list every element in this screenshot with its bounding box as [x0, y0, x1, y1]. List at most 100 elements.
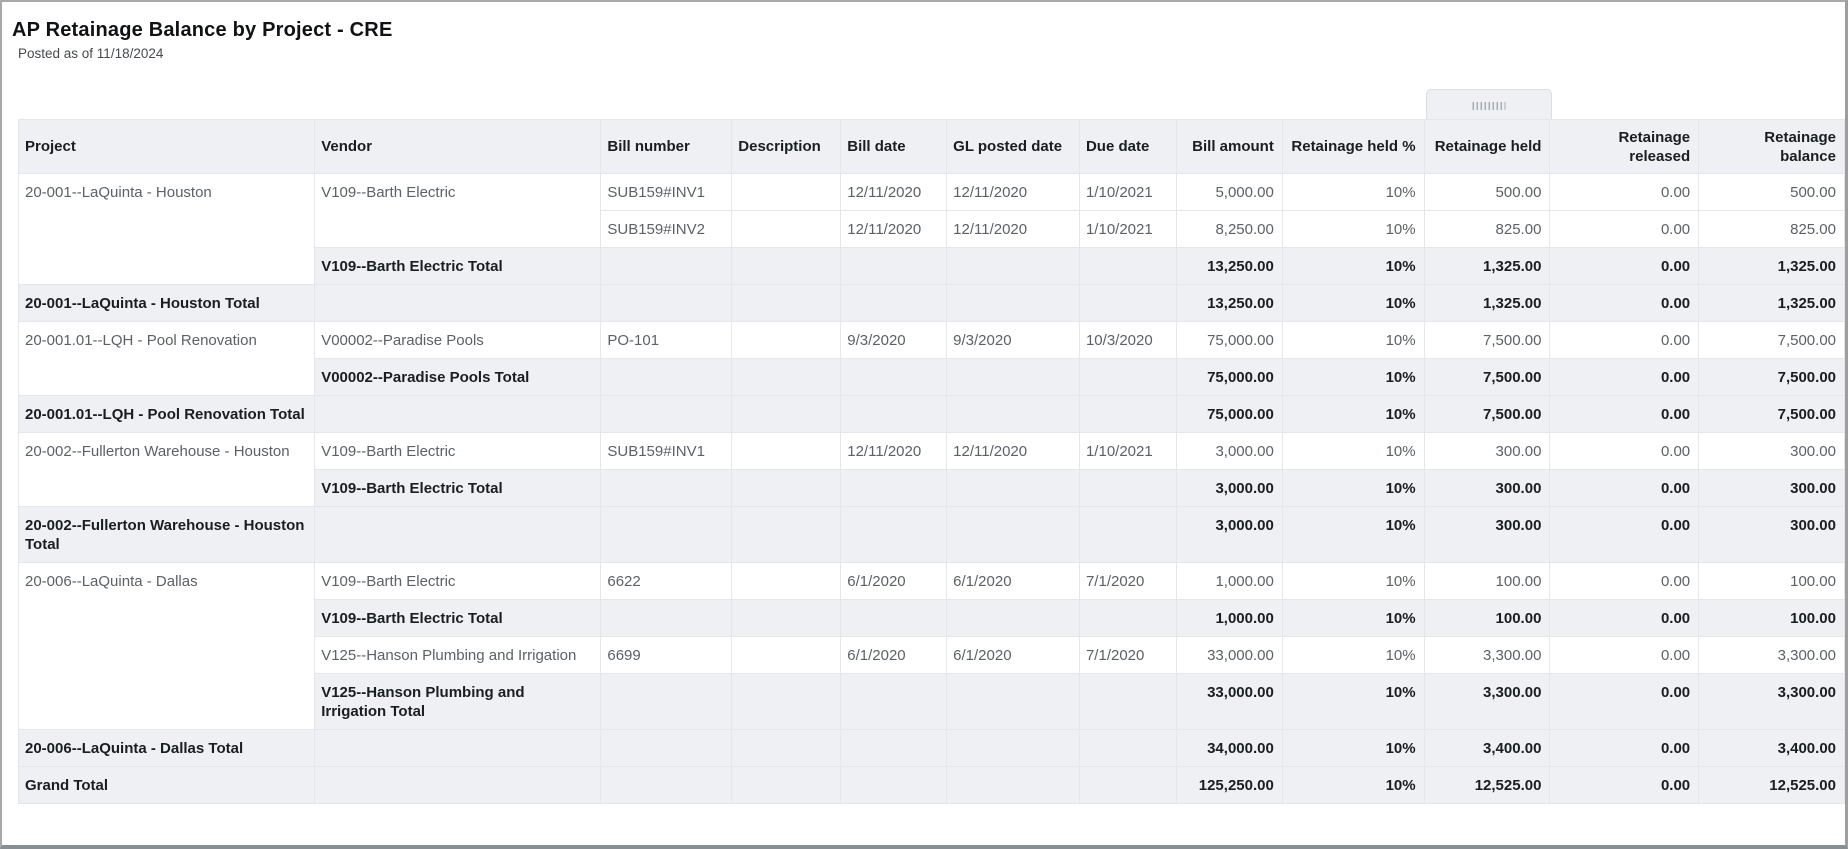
grip-dots-icon	[1472, 102, 1506, 110]
cell-vendor: V109--Barth Electric Total	[314, 247, 602, 285]
cell-retainage_held: 300.00	[1423, 506, 1551, 563]
cell-due_date: 1/10/2021	[1078, 173, 1177, 211]
cell-retainage_held: 3,300.00	[1423, 636, 1551, 674]
cell-retainage_held_pct: 10%	[1281, 432, 1425, 470]
cell-bill_number	[600, 284, 733, 322]
cell-project: 20-001.01--LQH - Pool Renovation Total	[17, 395, 316, 433]
cell-bill_number: SUB159#INV1	[600, 432, 733, 470]
column-header-gl_posted_date: GL posted date	[946, 119, 1080, 174]
cell-bill_amount: 33,000.00	[1175, 673, 1283, 730]
cell-bill_date: 12/11/2020	[840, 210, 948, 248]
cell-retainage_held: 3,300.00	[1423, 673, 1551, 730]
cell-gl_posted_date: 6/1/2020	[946, 562, 1080, 600]
cell-bill_date: 12/11/2020	[840, 173, 948, 211]
cell-due_date	[1078, 469, 1177, 507]
column-header-project: Project	[17, 119, 316, 174]
cell-retainage_balance: 7,500.00	[1698, 395, 1845, 433]
cell-bill_date: 12/11/2020	[840, 432, 948, 470]
table-row-data: V125--Hanson Plumbing and Irrigation 6699…	[19, 636, 1845, 674]
cell-bill_amount: 3,000.00	[1175, 506, 1283, 563]
cell-bill_number: SUB159#INV1	[600, 173, 733, 211]
cell-bill_number	[600, 506, 733, 563]
cell-gl_posted_date	[946, 729, 1080, 767]
table-header-row: Project Vendor Bill number Description Bill …	[17, 119, 1845, 174]
table-row-vendor_total: V125--Hanson Plumbing and Irrigation Tot…	[19, 673, 1845, 730]
cell-retainage_held_pct: 10%	[1281, 506, 1425, 563]
cell-vendor: V109--Barth Electric Total	[314, 599, 602, 637]
cell-retainage_released: 0.00	[1549, 599, 1700, 637]
column-header-retainage_released: Retainage released	[1549, 119, 1700, 174]
cell-due_date: 7/1/2020	[1078, 636, 1177, 674]
cell-bill_date: 6/1/2020	[840, 562, 948, 600]
cell-bill_amount: 75,000.00	[1175, 395, 1283, 433]
cell-retainage_balance: 3,300.00	[1698, 673, 1845, 730]
cell-due_date	[1078, 247, 1177, 285]
cell-due_date: 10/3/2020	[1078, 321, 1177, 359]
cell-bill_amount: 125,250.00	[1175, 766, 1283, 804]
cell-retainage_held_pct: 10%	[1281, 469, 1425, 507]
cell-retainage_held: 300.00	[1423, 469, 1551, 507]
cell-bill_amount: 3,000.00	[1175, 469, 1283, 507]
cell-gl_posted_date: 6/1/2020	[946, 636, 1080, 674]
cell-gl_posted_date: 12/11/2020	[946, 173, 1080, 211]
column-header-retainage_balance: Retainage balance	[1698, 119, 1845, 174]
cell-bill_number	[600, 358, 733, 396]
report-posted-date: Posted as of 11/18/2024	[18, 46, 164, 61]
cell-retainage_released: 0.00	[1549, 173, 1700, 211]
cell-retainage_balance: 3,300.00	[1698, 636, 1845, 674]
cell-gl_posted_date	[946, 766, 1080, 804]
cell-project: 20-001.01--LQH - Pool Renovation	[17, 321, 316, 396]
cell-bill_amount: 75,000.00	[1175, 321, 1283, 359]
cell-due_date	[1078, 395, 1177, 433]
cell-due_date	[1078, 766, 1177, 804]
cell-bill_number: SUB159#INV2	[600, 210, 733, 248]
cell-retainage_held_pct: 10%	[1281, 173, 1425, 211]
cell-bill_date: 9/3/2020	[840, 321, 948, 359]
column-header-vendor: Vendor	[314, 119, 602, 174]
cell-vendor	[314, 729, 602, 767]
cell-description	[731, 210, 842, 248]
cell-retainage_released: 0.00	[1549, 636, 1700, 674]
column-drag-handle[interactable]	[1426, 89, 1552, 120]
cell-retainage_balance: 3,400.00	[1698, 729, 1845, 767]
cell-retainage_released: 0.00	[1549, 469, 1700, 507]
column-header-bill_date: Bill date	[840, 119, 948, 174]
cell-bill_number: PO-101	[600, 321, 733, 359]
cell-bill_amount: 1,000.00	[1175, 599, 1283, 637]
cell-due_date	[1078, 729, 1177, 767]
table-row-vendor_total: V109--Barth Electric Total 3,000.00 10% 300…	[19, 469, 1845, 507]
column-header-retainage_held_pct: Retainage held %	[1281, 119, 1425, 174]
cell-retainage_held: 1,325.00	[1423, 284, 1551, 322]
page-title: AP Retainage Balance by Project - CRE	[12, 19, 393, 41]
cell-retainage_released: 0.00	[1549, 321, 1700, 359]
cell-description	[731, 562, 842, 600]
cell-retainage_held_pct: 10%	[1281, 358, 1425, 396]
cell-retainage_released: 0.00	[1549, 284, 1700, 322]
cell-retainage_held_pct: 10%	[1281, 284, 1425, 322]
cell-description	[731, 321, 842, 359]
cell-retainage_held_pct: 10%	[1281, 210, 1425, 248]
cell-bill_amount: 75,000.00	[1175, 358, 1283, 396]
cell-retainage_released: 0.00	[1549, 432, 1700, 470]
cell-description	[731, 358, 842, 396]
cell-retainage_released: 0.00	[1549, 210, 1700, 248]
cell-vendor: V109--Barth Electric Total	[314, 469, 602, 507]
cell-retainage_held_pct: 10%	[1281, 395, 1425, 433]
cell-description	[731, 729, 842, 767]
cell-vendor	[314, 766, 602, 804]
cell-bill_number	[600, 469, 733, 507]
cell-project: 20-006--LaQuinta - Dallas Total	[17, 729, 316, 767]
cell-retainage_released: 0.00	[1549, 673, 1700, 730]
cell-retainage_held_pct: 10%	[1281, 562, 1425, 600]
table-row-data: 20-006--LaQuinta - Dallas V109--Barth Ele…	[17, 562, 1845, 730]
cell-retainage_released: 0.00	[1549, 729, 1700, 767]
cell-retainage_held_pct: 10%	[1281, 636, 1425, 674]
cell-retainage_balance: 100.00	[1698, 599, 1845, 637]
cell-retainage_balance: 7,500.00	[1698, 321, 1845, 359]
cell-bill_date	[840, 247, 948, 285]
cell-retainage_held: 500.00	[1423, 173, 1551, 211]
cell-due_date	[1078, 673, 1177, 730]
cell-bill_amount: 13,250.00	[1175, 247, 1283, 285]
cell-retainage_held_pct: 10%	[1281, 599, 1425, 637]
cell-bill_number	[600, 395, 733, 433]
